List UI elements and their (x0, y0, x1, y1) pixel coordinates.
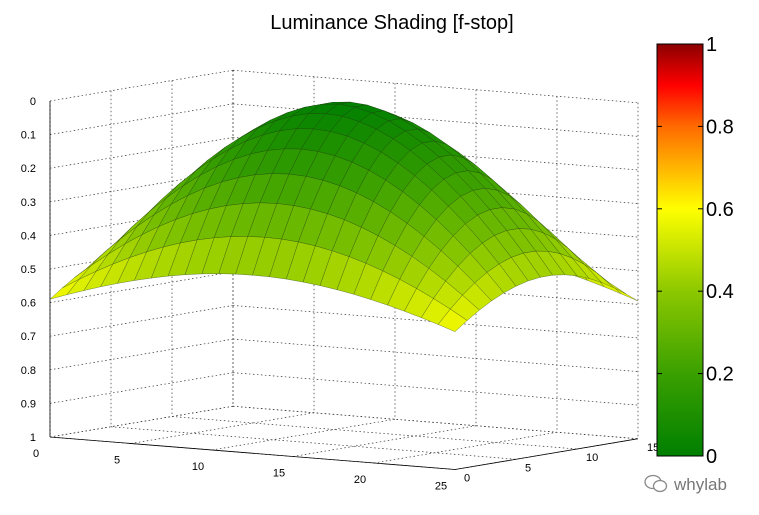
gridline-x-floor (292, 425, 477, 457)
z-tick-label: 0.7 (21, 331, 36, 343)
z-tick-label: 0.3 (21, 197, 36, 209)
y-tick-label: 15 (647, 442, 659, 454)
colorbar-tick-label: 0.8 (706, 116, 734, 138)
gridline-z-side (49, 338, 234, 371)
z-tick-label: 0.1 (21, 130, 36, 142)
y-tick-label: 10 (586, 452, 598, 464)
gridline-y-floor (110, 426, 517, 460)
gridline-y-floor (171, 416, 578, 450)
colorbar (656, 43, 704, 457)
x-tick-label: 25 (435, 481, 447, 493)
gridline-z-side (49, 271, 234, 303)
watermark: whylab (673, 475, 727, 494)
surface-mesh (49, 101, 639, 332)
colorbar-tick-label: 0.2 (706, 364, 734, 386)
gridline-z-side (49, 372, 234, 404)
colorbar-tick-label: 0.4 (706, 281, 734, 303)
gridline-x-floor (211, 418, 396, 451)
gridline-z-side (49, 103, 234, 135)
x-tick-label: 15 (273, 468, 285, 480)
axis-tick-labels: 00.10.20.30.40.50.60.70.80.9105101520250… (21, 96, 660, 493)
z-tick-label: 0.8 (21, 365, 36, 377)
z-tick-label: 0.2 (21, 163, 36, 175)
surface-patch (437, 308, 468, 332)
chart-title: Luminance Shading [f-stop] (270, 12, 514, 34)
y-tick-label: 0 (464, 473, 470, 485)
x-axis-line (49, 436, 456, 470)
y-axis-line (454, 438, 639, 470)
gridline-x-floor (49, 405, 234, 438)
z-tick-label: 0.5 (21, 264, 36, 276)
z-tick-label: 0.9 (21, 398, 36, 410)
colorbar-tick-label: 0.6 (706, 199, 734, 221)
z-tick-label: 0 (30, 96, 36, 108)
colorbar-tick-label: 1 (706, 34, 717, 56)
gridline-z-side (49, 305, 234, 337)
wechat-icon (644, 474, 668, 493)
y-tick-label: 5 (525, 462, 531, 474)
z-tick-label: 0.6 (21, 298, 36, 310)
gridline-z-back (232, 69, 639, 104)
z-tick-label: 1 (30, 432, 36, 444)
gridline-z-side (49, 137, 234, 169)
gridline-z-back (232, 338, 639, 372)
z-tick-label: 0.4 (21, 230, 36, 242)
gridline-y-floor (232, 405, 639, 440)
x-tick-label: 20 (354, 474, 366, 486)
gridline-z-side (49, 170, 234, 203)
gridline-z-side (49, 69, 234, 102)
x-tick-label: 5 (114, 455, 120, 467)
x-tick-label: 0 (33, 448, 39, 460)
gridline-x-floor (373, 431, 558, 464)
colorbar-tick-label: 0 (706, 446, 717, 468)
gridline-x-floor (130, 412, 315, 444)
colorbar-tick-labels: 0 0.2 0.4 0.6 0.8 1 (657, 34, 734, 468)
gridline-z-back (232, 372, 639, 406)
x-tick-label: 10 (192, 461, 204, 473)
